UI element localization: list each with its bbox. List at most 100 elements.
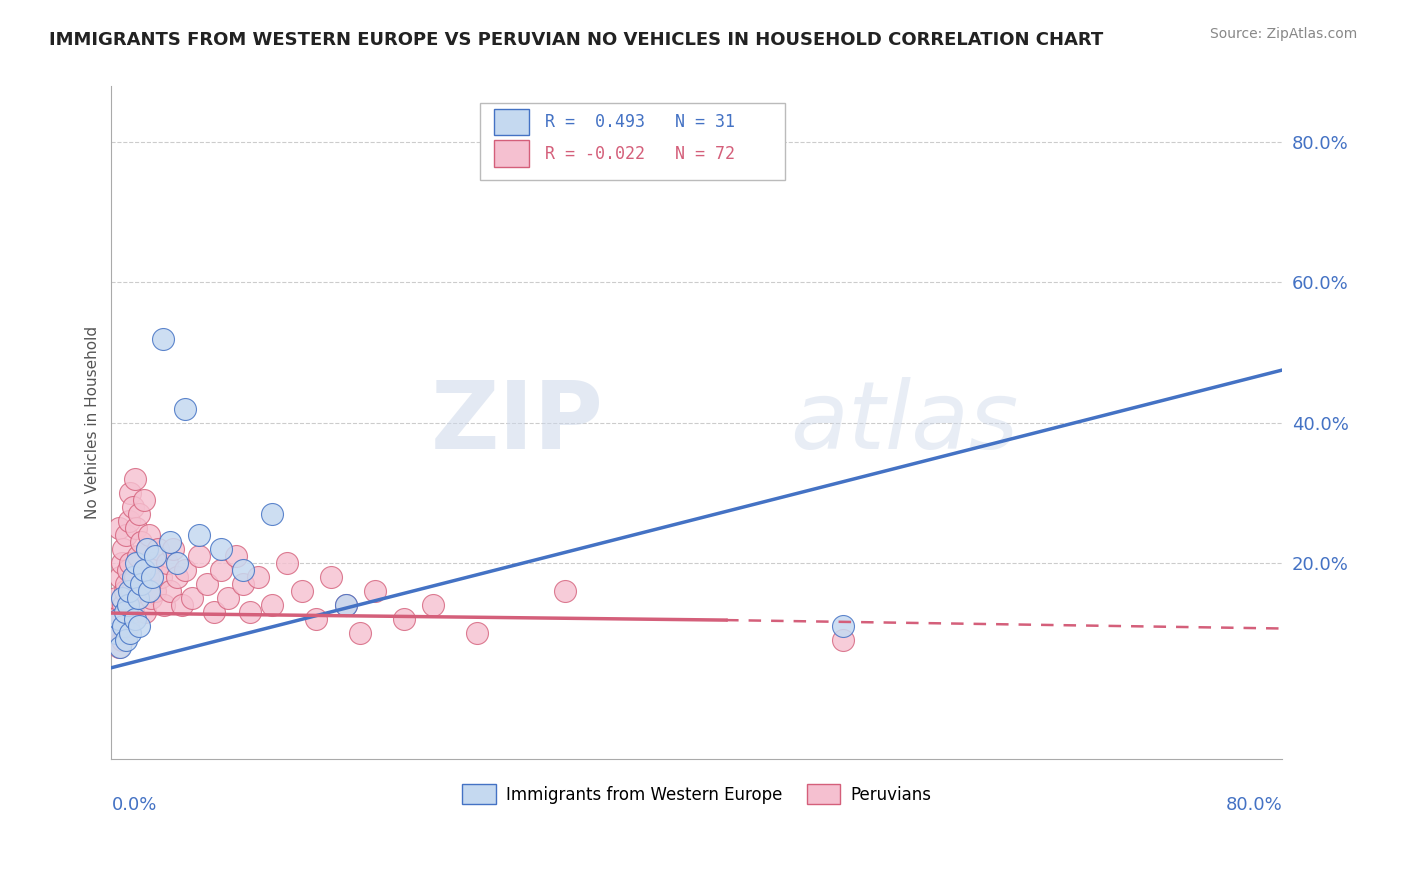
Point <box>105 625 128 640</box>
FancyBboxPatch shape <box>495 109 530 136</box>
Point <box>111 632 134 647</box>
Point <box>127 549 149 563</box>
Point <box>364 583 387 598</box>
Point <box>225 549 247 563</box>
Point <box>162 541 184 556</box>
Point <box>319 569 342 583</box>
Point <box>125 556 148 570</box>
Point <box>118 583 141 598</box>
Point <box>122 569 145 583</box>
Point <box>128 618 150 632</box>
Point <box>107 612 129 626</box>
Point <box>129 534 152 549</box>
Point <box>132 563 155 577</box>
Point <box>239 605 262 619</box>
Point <box>180 591 202 605</box>
Point <box>108 569 131 583</box>
Point <box>148 541 170 556</box>
Point <box>128 507 150 521</box>
Point <box>120 556 142 570</box>
Point <box>465 625 488 640</box>
Text: 80.0%: 80.0% <box>1226 796 1282 814</box>
Point <box>173 563 195 577</box>
Point <box>111 556 134 570</box>
Point <box>104 625 127 640</box>
Point <box>291 583 314 598</box>
Point <box>143 583 166 598</box>
Point <box>131 576 153 591</box>
Point <box>103 612 125 626</box>
Point <box>124 472 146 486</box>
Point <box>156 556 179 570</box>
Point <box>120 485 142 500</box>
Point <box>125 591 148 605</box>
Point <box>135 541 157 556</box>
Point <box>114 583 136 598</box>
Text: ZIP: ZIP <box>430 376 603 468</box>
Point <box>202 605 225 619</box>
Point <box>139 591 162 605</box>
Point <box>422 598 444 612</box>
Point <box>132 492 155 507</box>
Point <box>141 556 163 570</box>
Point <box>166 569 188 583</box>
Point <box>117 598 139 612</box>
Point <box>114 605 136 619</box>
Point <box>112 598 135 612</box>
Point <box>111 591 134 605</box>
Point <box>122 605 145 619</box>
FancyBboxPatch shape <box>481 103 785 180</box>
Point <box>108 640 131 654</box>
Point <box>135 541 157 556</box>
Point <box>159 583 181 598</box>
Point <box>832 632 855 647</box>
Point <box>209 563 232 577</box>
Point <box>166 556 188 570</box>
Point <box>138 527 160 541</box>
Point <box>121 583 143 598</box>
Point <box>276 556 298 570</box>
Point <box>262 507 284 521</box>
Point <box>335 598 357 612</box>
Point <box>159 534 181 549</box>
Point <box>114 625 136 640</box>
Point <box>124 612 146 626</box>
Text: IMMIGRANTS FROM WESTERN EUROPE VS PERUVIAN NO VEHICLES IN HOUSEHOLD CORRELATION : IMMIGRANTS FROM WESTERN EUROPE VS PERUVI… <box>49 31 1104 49</box>
Point <box>152 332 174 346</box>
Point <box>112 541 135 556</box>
Text: R =  0.493   N = 31: R = 0.493 N = 31 <box>544 113 734 131</box>
Point <box>127 591 149 605</box>
Point <box>832 618 855 632</box>
Point <box>173 401 195 416</box>
Y-axis label: No Vehicles in Household: No Vehicles in Household <box>86 326 100 519</box>
Point <box>335 598 357 612</box>
Point <box>124 569 146 583</box>
FancyBboxPatch shape <box>495 140 530 167</box>
Point <box>134 605 156 619</box>
Point <box>118 598 141 612</box>
Point <box>125 521 148 535</box>
Point <box>120 625 142 640</box>
Point <box>115 527 138 541</box>
Point <box>188 549 211 563</box>
Point <box>209 541 232 556</box>
Point <box>143 549 166 563</box>
Point <box>107 521 129 535</box>
Point <box>122 500 145 514</box>
Point <box>104 591 127 605</box>
Point <box>170 598 193 612</box>
Point <box>138 583 160 598</box>
Legend: Immigrants from Western Europe, Peruvians: Immigrants from Western Europe, Peruvian… <box>456 777 938 811</box>
Point <box>232 576 254 591</box>
Point <box>246 569 269 583</box>
Point <box>392 612 415 626</box>
Point <box>262 598 284 612</box>
Point <box>115 632 138 647</box>
Point <box>349 625 371 640</box>
Point <box>150 569 173 583</box>
Text: 0.0%: 0.0% <box>111 796 157 814</box>
Point <box>188 527 211 541</box>
Point <box>129 576 152 591</box>
Point <box>115 576 138 591</box>
Point <box>108 612 131 626</box>
